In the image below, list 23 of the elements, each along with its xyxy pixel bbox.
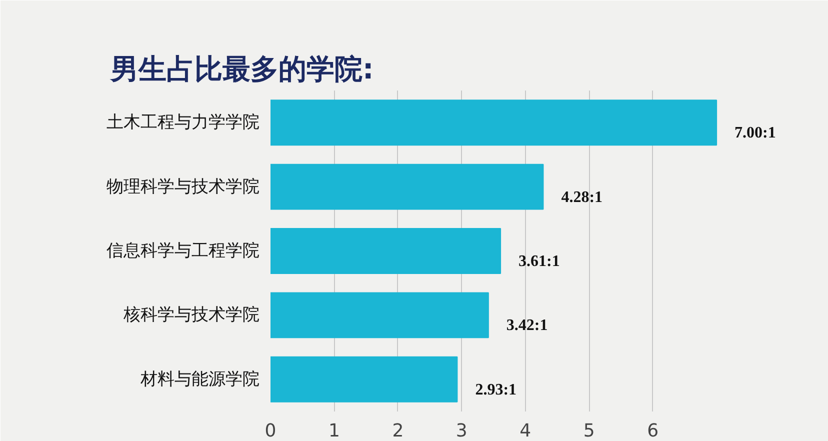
x-tick-label: 1 xyxy=(328,420,340,441)
bar xyxy=(270,100,718,146)
chart-title: 男生占比最多的学院: xyxy=(110,52,374,86)
bar xyxy=(270,292,489,338)
bar xyxy=(270,356,458,402)
bar xyxy=(270,228,502,274)
bar xyxy=(270,164,544,210)
x-tick-label: 3 xyxy=(456,420,468,441)
y-tick-label: 信息科学与工程学院 xyxy=(106,241,260,261)
y-tick-label: 物理科学与技术学院 xyxy=(106,176,260,197)
x-tick-label: 4 xyxy=(520,420,532,441)
y-tick-label: 土木工程与力学学院 xyxy=(106,112,260,133)
data-label: 4.28:1 xyxy=(561,188,603,206)
y-tick-label: 核科学与技术学院 xyxy=(122,305,260,326)
x-tick-label: 0 xyxy=(264,420,276,441)
data-label: 7.00:1 xyxy=(734,124,776,142)
x-tick-label: 2 xyxy=(392,420,404,441)
y-tick-label: 材料与能源学院 xyxy=(140,369,260,390)
data-label: 3.61:1 xyxy=(518,253,560,270)
data-label: 3.42:1 xyxy=(506,317,548,334)
x-tick-label: 5 xyxy=(583,420,595,441)
data-label: 2.93:1 xyxy=(475,381,517,398)
x-tick-label: 6 xyxy=(647,420,659,441)
